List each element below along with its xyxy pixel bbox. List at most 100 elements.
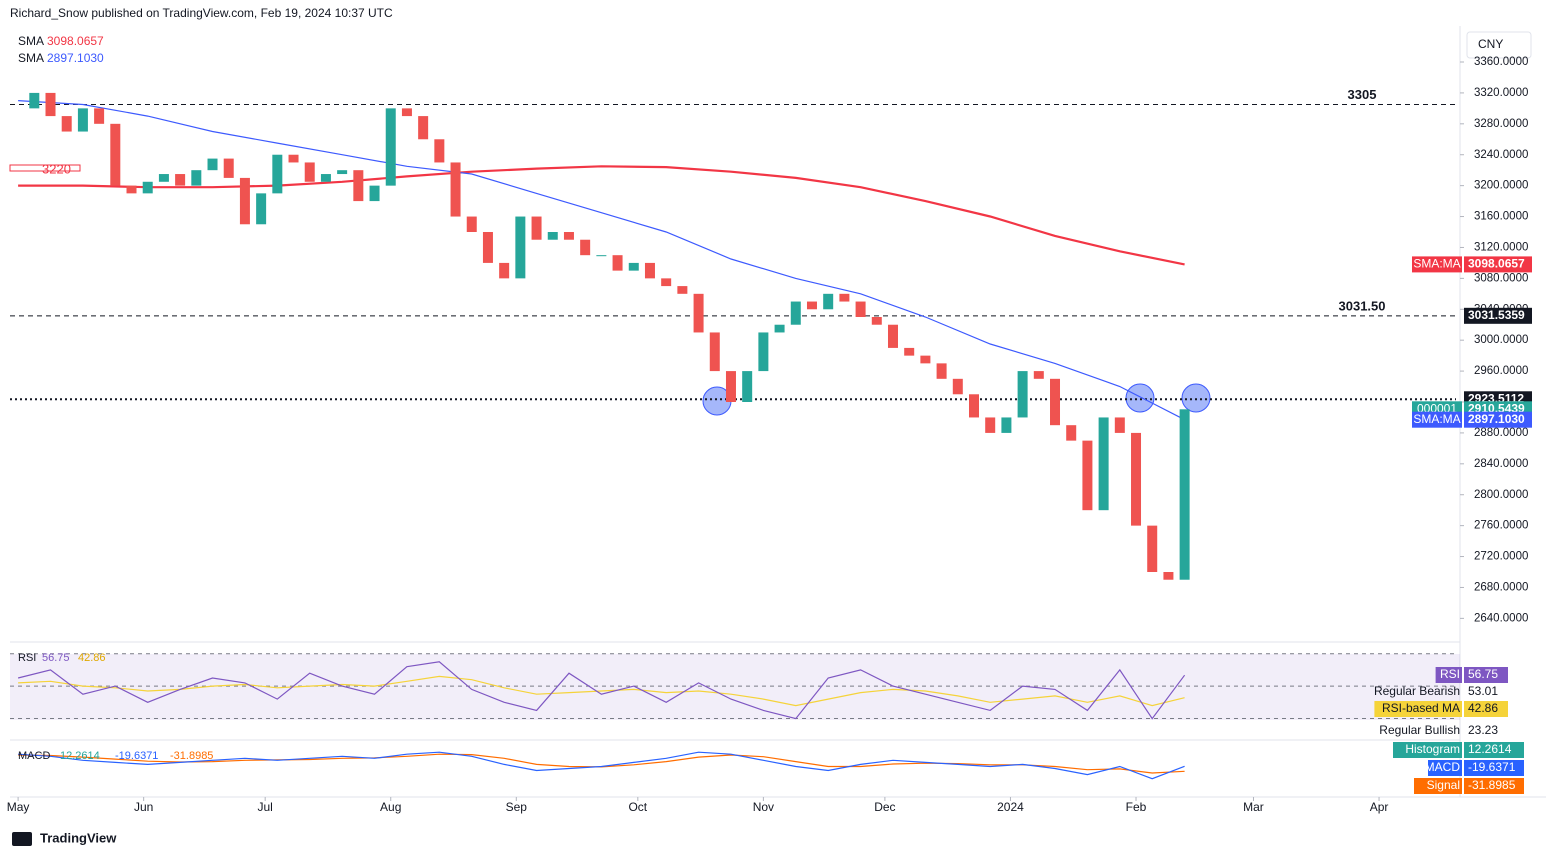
x-tick-label: Jun <box>134 800 153 814</box>
sma-line <box>18 165 1185 266</box>
price-tag <box>1464 411 1532 428</box>
candle <box>693 293 704 333</box>
candle <box>547 232 558 240</box>
candle <box>1147 525 1158 572</box>
x-tick-label: Nov <box>753 800 774 814</box>
candle <box>644 262 655 279</box>
candle <box>158 174 169 182</box>
candle <box>1179 409 1190 580</box>
candle <box>725 371 736 402</box>
candle <box>1114 417 1125 433</box>
candle <box>855 301 866 317</box>
candle <box>142 181 153 194</box>
rsi-line <box>17 661 1186 720</box>
candle <box>304 162 315 182</box>
macd-tag-box <box>1464 778 1524 794</box>
candle <box>936 363 947 379</box>
candle <box>223 158 234 178</box>
candle <box>369 185 380 202</box>
macd-tag-value: -31.8985 <box>1468 778 1516 792</box>
rsi-legend-ma: 42.86 <box>78 652 106 664</box>
x-tick-label: Dec <box>874 800 895 814</box>
candle <box>709 332 720 372</box>
price-tag-name: SMA:MA <box>1413 257 1460 271</box>
candle <box>563 232 574 240</box>
candle <box>94 108 105 124</box>
level-label: 3031.50 <box>1339 298 1386 313</box>
rsi-tag-value: 56.75 <box>1468 667 1498 681</box>
rsi-tag-name-box <box>1374 701 1462 717</box>
rsi-legend-name: RSI <box>18 652 36 664</box>
candle <box>272 154 283 194</box>
candle <box>482 232 493 263</box>
candle <box>434 139 445 163</box>
candle <box>45 92 56 117</box>
y-tick-label: 3160.0000 <box>1474 211 1528 223</box>
price-tag <box>1464 307 1532 324</box>
candle <box>256 193 267 225</box>
x-tick-label: May <box>7 800 30 814</box>
candle <box>61 116 72 132</box>
currency-button[interactable] <box>1466 31 1532 59</box>
candle <box>77 108 88 132</box>
x-tick-label: 2024 <box>997 800 1024 814</box>
legend-name: SMA <box>18 34 44 48</box>
candle <box>1082 440 1093 511</box>
candle <box>1066 425 1077 441</box>
branding: TradingView <box>40 830 117 845</box>
candle <box>580 239 591 256</box>
rsi-tag-box <box>1464 667 1508 683</box>
macd-tag-name-box <box>1428 760 1462 776</box>
price-tag-name-box <box>1412 256 1462 273</box>
candle <box>385 108 396 186</box>
candle <box>110 123 121 186</box>
candle <box>29 92 40 109</box>
macd-legend-value: -19.6371 <box>115 750 158 762</box>
legend-value: 3098.0657 <box>47 34 104 48</box>
candle <box>1050 378 1061 426</box>
candle <box>1033 371 1044 379</box>
currency: CNY <box>1478 37 1503 51</box>
candle <box>985 417 996 433</box>
y-tick-label: 3120.0000 <box>1474 241 1528 253</box>
price-tag-value: 3098.0657 <box>1468 257 1525 271</box>
rsi-tag-name: Regular Bearish <box>1374 684 1460 698</box>
candle <box>806 301 817 310</box>
macd-tag-name: Signal <box>1427 778 1460 792</box>
macd-tag-name: Histogram <box>1405 742 1460 756</box>
y-tick-label: 3280.0000 <box>1474 118 1528 130</box>
macd-tag-name-box <box>1414 778 1462 794</box>
macd-legend-value: 12.2614 <box>60 750 100 762</box>
y-tick-label: 2960.0000 <box>1474 365 1528 377</box>
legend-name: SMA <box>18 51 44 65</box>
x-tick-label: Apr <box>1370 800 1389 814</box>
candle <box>207 158 218 171</box>
y-tick-label: 2640.0000 <box>1474 612 1528 624</box>
candle <box>418 116 429 140</box>
candle <box>450 162 461 217</box>
price-tag-value: 3031.5359 <box>1468 308 1525 322</box>
x-tick-label: Jul <box>258 800 273 814</box>
candle <box>887 324 898 348</box>
rsi-tag-value: 42.86 <box>1468 701 1498 715</box>
annotation: 3220 <box>42 162 71 177</box>
y-tick-label: 3360.0000 <box>1474 56 1528 68</box>
candle <box>871 317 882 325</box>
candle <box>320 174 331 182</box>
candle <box>515 216 526 279</box>
candle <box>628 262 639 271</box>
y-tick-label: 3200.0000 <box>1474 180 1528 192</box>
candle <box>401 108 412 117</box>
candle <box>126 185 137 194</box>
macd-tag-value: -19.6371 <box>1468 760 1516 774</box>
candle <box>823 293 834 310</box>
candle <box>1131 432 1142 526</box>
y-tick-label: 2880.0000 <box>1474 427 1528 439</box>
x-tick-label: Feb <box>1126 800 1147 814</box>
candle <box>612 255 623 271</box>
highlight-circle <box>1181 383 1211 413</box>
x-tick-label: Oct <box>628 800 647 814</box>
y-tick-label: 2800.0000 <box>1474 489 1528 501</box>
macd-tag-name-box <box>1393 742 1462 758</box>
x-tick-label: Sep <box>506 800 528 814</box>
